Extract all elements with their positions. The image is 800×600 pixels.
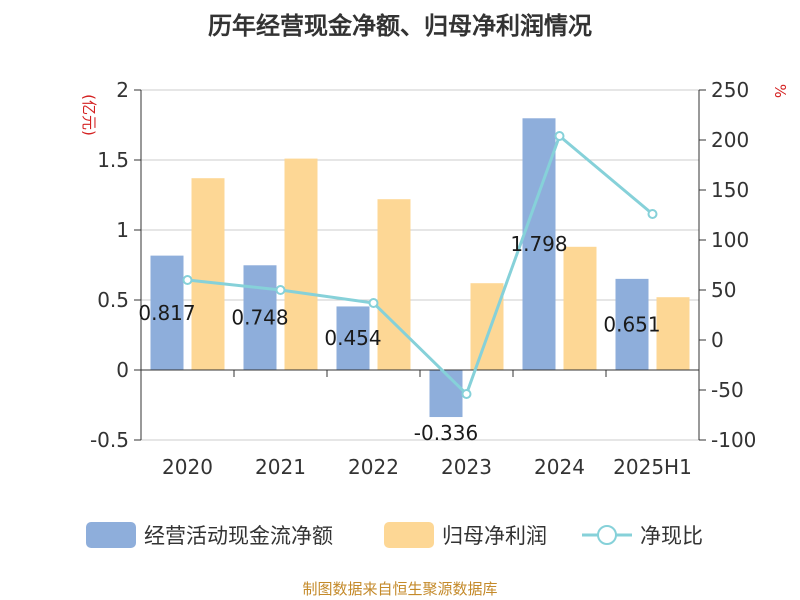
source-note: 制图数据来自恒生聚源数据库	[302, 580, 498, 598]
cashflow-data-label: -0.336	[414, 421, 478, 445]
cashflow-bar	[336, 306, 370, 370]
net-profit-bar	[563, 246, 597, 370]
legend: 经营活动现金流净额 归母净利润 净现比	[86, 522, 703, 548]
legend-label-profit: 归母净利润	[442, 524, 547, 548]
net-profit-bar	[470, 283, 504, 370]
line-series	[182, 131, 658, 399]
ratio-point	[182, 275, 193, 285]
category-label: 2022	[348, 455, 399, 479]
category-label: 2020	[162, 455, 213, 479]
cashflow-bar	[243, 265, 277, 370]
left-tick-label: 1.5	[97, 148, 129, 172]
ratio-point	[275, 285, 286, 295]
category-label: 2021	[255, 455, 306, 479]
cashflow-data-label: 0.817	[138, 301, 195, 325]
category-label: 2023	[441, 455, 492, 479]
cashflow-data-label: 1.798	[510, 232, 567, 256]
net-profit-bar	[284, 158, 318, 370]
ratio-point	[554, 131, 565, 141]
left-axis-unit: (亿元)	[80, 94, 98, 136]
net-profit-bar	[656, 297, 690, 370]
cashflow-bar	[150, 255, 184, 370]
ratio-point	[461, 389, 472, 399]
cashflow-data-label: 0.748	[231, 306, 288, 330]
cashflow-bar	[615, 278, 649, 370]
legend-swatch-cashflow	[86, 522, 136, 548]
axes: 2 1.5 1 0.5 0 -0.5 250 200 150 100 50 0 -50 -100 2020 2…	[90, 78, 756, 479]
left-tick-label: 0.5	[97, 288, 129, 312]
legend-marker-ratio	[597, 525, 617, 545]
cashflow-data-label: 0.454	[324, 326, 381, 350]
left-tick-label: 0	[116, 358, 129, 382]
grid-lines	[141, 89, 699, 441]
right-tick-label: 100	[711, 228, 749, 252]
category-label: 2024	[534, 455, 585, 479]
right-tick-label: -100	[711, 428, 756, 452]
ratio-point	[647, 209, 658, 219]
chart-title: 历年经营现金净额、归母净利润情况	[208, 12, 592, 40]
legend-swatch-profit	[384, 522, 434, 548]
right-tick-label: 150	[711, 178, 749, 202]
bar-series	[150, 118, 690, 418]
right-tick-label: 0	[711, 328, 724, 352]
net-profit-bar	[191, 178, 225, 370]
cashflow-bar	[429, 370, 463, 418]
ratio-line	[187, 133, 654, 397]
right-tick-label: 250	[711, 78, 749, 102]
right-tick-label: 200	[711, 128, 749, 152]
left-tick-label: 2	[116, 78, 129, 102]
legend-label-ratio: 净现比	[640, 524, 703, 548]
right-tick-label: -50	[711, 378, 744, 402]
legend-label-cashflow: 经营活动现金流净额	[144, 524, 333, 548]
category-label: 2025H1	[613, 455, 692, 479]
cashflow-data-label: 0.651	[603, 312, 660, 336]
ratio-point	[368, 298, 379, 308]
data-labels: 0.817 0.748 0.454 -0.336 1.798 0.651	[138, 232, 660, 445]
left-tick-label: -0.5	[90, 428, 129, 452]
right-axis-unit: %	[771, 84, 789, 98]
net-profit-bar	[377, 199, 411, 370]
left-tick-label: 1	[116, 218, 129, 242]
right-tick-label: 50	[711, 278, 736, 302]
